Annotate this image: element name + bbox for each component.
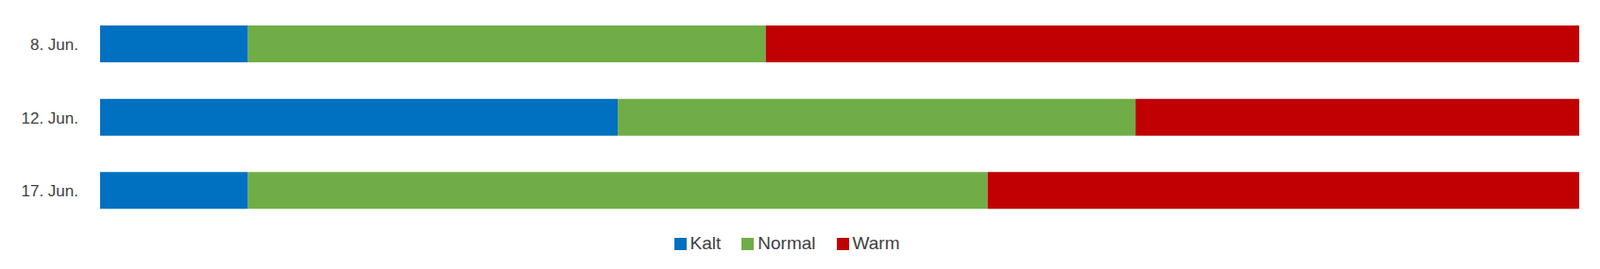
- svg-text:8. Jun.: 8. Jun.: [30, 35, 79, 54]
- svg-text:12. Jun.: 12. Jun.: [21, 109, 80, 128]
- html-text:Normal: Normal: [757, 233, 816, 254]
- svg-text:17. Jun.: 17. Jun.: [21, 182, 80, 201]
- html-text:Kalt: Kalt: [689, 233, 721, 254]
- html-text:Warm: Warm: [852, 233, 900, 254]
